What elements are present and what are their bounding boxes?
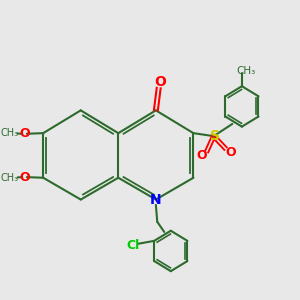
Text: O: O: [154, 75, 166, 89]
Text: O: O: [19, 171, 30, 184]
Text: N: N: [150, 193, 162, 206]
Text: S: S: [210, 128, 220, 142]
Text: CH₃: CH₃: [0, 128, 18, 138]
Text: CH₃: CH₃: [237, 66, 256, 76]
Text: O: O: [19, 127, 30, 140]
Text: CH₃: CH₃: [0, 173, 18, 183]
Text: Cl: Cl: [126, 239, 140, 252]
Text: O: O: [196, 149, 207, 162]
Text: O: O: [225, 146, 236, 159]
